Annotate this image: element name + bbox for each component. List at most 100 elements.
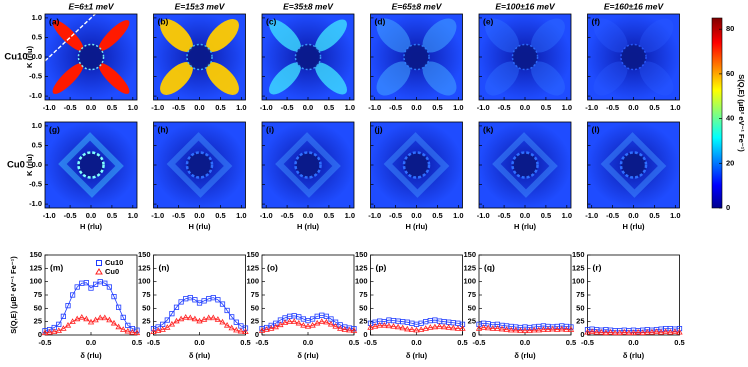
marker	[639, 329, 646, 336]
marker	[187, 314, 194, 321]
marker	[607, 328, 614, 335]
spin-excitation	[160, 19, 193, 52]
marker	[120, 314, 126, 321]
y-tick-label: 50	[34, 303, 42, 312]
series-line	[44, 281, 138, 332]
marker	[475, 325, 483, 331]
y-tick-label: 100	[463, 277, 476, 286]
x-tick-label: 0.0	[86, 338, 96, 347]
marker	[51, 328, 58, 334]
y-tick-label: 0	[255, 330, 259, 339]
marker	[215, 297, 221, 303]
x-tick-label: -0.5	[147, 338, 160, 347]
marker	[657, 328, 665, 335]
marker	[64, 321, 72, 328]
heatmap-image	[370, 122, 463, 208]
x-tick-label: -1.0	[585, 103, 598, 112]
spin-excitation	[593, 18, 628, 53]
marker	[169, 311, 175, 317]
marker	[676, 328, 683, 335]
marker	[341, 326, 348, 332]
ring	[186, 43, 213, 71]
panel-title: E=6±1 meV	[68, 1, 114, 11]
y-tick-label: 0.0	[32, 160, 42, 169]
marker	[233, 319, 239, 325]
marker	[125, 322, 131, 329]
panel-label: (b)	[158, 16, 169, 26]
marker	[46, 328, 53, 335]
marker	[671, 328, 679, 334]
y-tick-label: 0	[580, 330, 584, 339]
spin-excitation	[269, 62, 301, 95]
y-axis-label: S(Q,E) (μB² eV⁻¹ Fe⁻¹)	[9, 256, 18, 334]
marker	[588, 328, 596, 334]
marker	[422, 325, 429, 331]
y-tick-label: 25	[34, 317, 42, 326]
marker	[272, 323, 279, 330]
marker	[242, 325, 249, 331]
marker	[237, 327, 245, 334]
marker	[323, 313, 330, 319]
marker	[219, 318, 226, 325]
y-tick-label: 75	[576, 290, 584, 299]
marker	[489, 325, 496, 331]
marker	[390, 323, 397, 329]
y-tick-label: 75	[251, 290, 259, 299]
marker	[630, 329, 637, 336]
x-tick-label: 0.5	[457, 338, 467, 347]
panel-label: (f)	[592, 16, 601, 26]
x-tick-label: -0.5	[389, 103, 402, 112]
panel-label: (o)	[267, 262, 278, 272]
x-axis-label: δ (rlu)	[80, 351, 102, 360]
legend-marker	[95, 268, 103, 275]
marker	[644, 328, 651, 335]
x-tick-label: -0.5	[498, 211, 511, 220]
marker	[268, 325, 275, 331]
marker	[648, 328, 656, 335]
x-axis-label: δ (rlu)	[514, 351, 536, 360]
x-tick-label: 0.0	[303, 103, 313, 112]
marker	[295, 319, 302, 326]
ring	[185, 151, 214, 179]
x-tick-label: -0.5	[473, 338, 486, 347]
x-tick-label: -1.0	[151, 211, 164, 220]
x-tick-label: 0.5	[432, 103, 442, 112]
panel-label: (i)	[266, 124, 274, 134]
y-tick-label: 0	[146, 330, 150, 339]
spin-excitation	[485, 61, 519, 96]
y-tick-label: 1.0	[32, 121, 42, 130]
marker	[304, 323, 312, 329]
marker	[233, 326, 240, 333]
x-tick-label: 0.5	[349, 338, 359, 347]
x-tick-label: 0.0	[628, 338, 638, 347]
marker	[110, 319, 118, 326]
marker	[517, 327, 524, 333]
x-tick-label: 1.0	[562, 211, 572, 220]
series-line	[153, 297, 246, 329]
marker	[178, 299, 184, 305]
marker	[508, 326, 515, 333]
ring	[77, 43, 105, 71]
ring	[294, 43, 322, 71]
y-tick-label: 100	[138, 277, 151, 286]
x-tick-label: -1.0	[43, 103, 56, 112]
marker	[70, 292, 76, 298]
y-tick-label: 75	[359, 290, 367, 299]
x-tick-label: 1.0	[236, 103, 246, 112]
heatmap-image	[587, 14, 680, 100]
y-tick-label: 100	[355, 277, 368, 286]
marker	[120, 326, 127, 332]
x-tick-label: -1.0	[477, 103, 490, 112]
marker	[436, 323, 443, 329]
panel-label: (c)	[266, 16, 277, 26]
x-tick-label: 0.5	[566, 338, 576, 347]
x-axis-label: H (rlu)	[514, 222, 537, 231]
marker	[540, 326, 547, 332]
marker	[273, 320, 279, 326]
series-line	[44, 316, 138, 334]
marker	[503, 326, 510, 332]
x-tick-label: 0.5	[107, 211, 117, 220]
marker	[192, 297, 198, 303]
marker	[445, 324, 452, 330]
marker	[129, 328, 136, 335]
